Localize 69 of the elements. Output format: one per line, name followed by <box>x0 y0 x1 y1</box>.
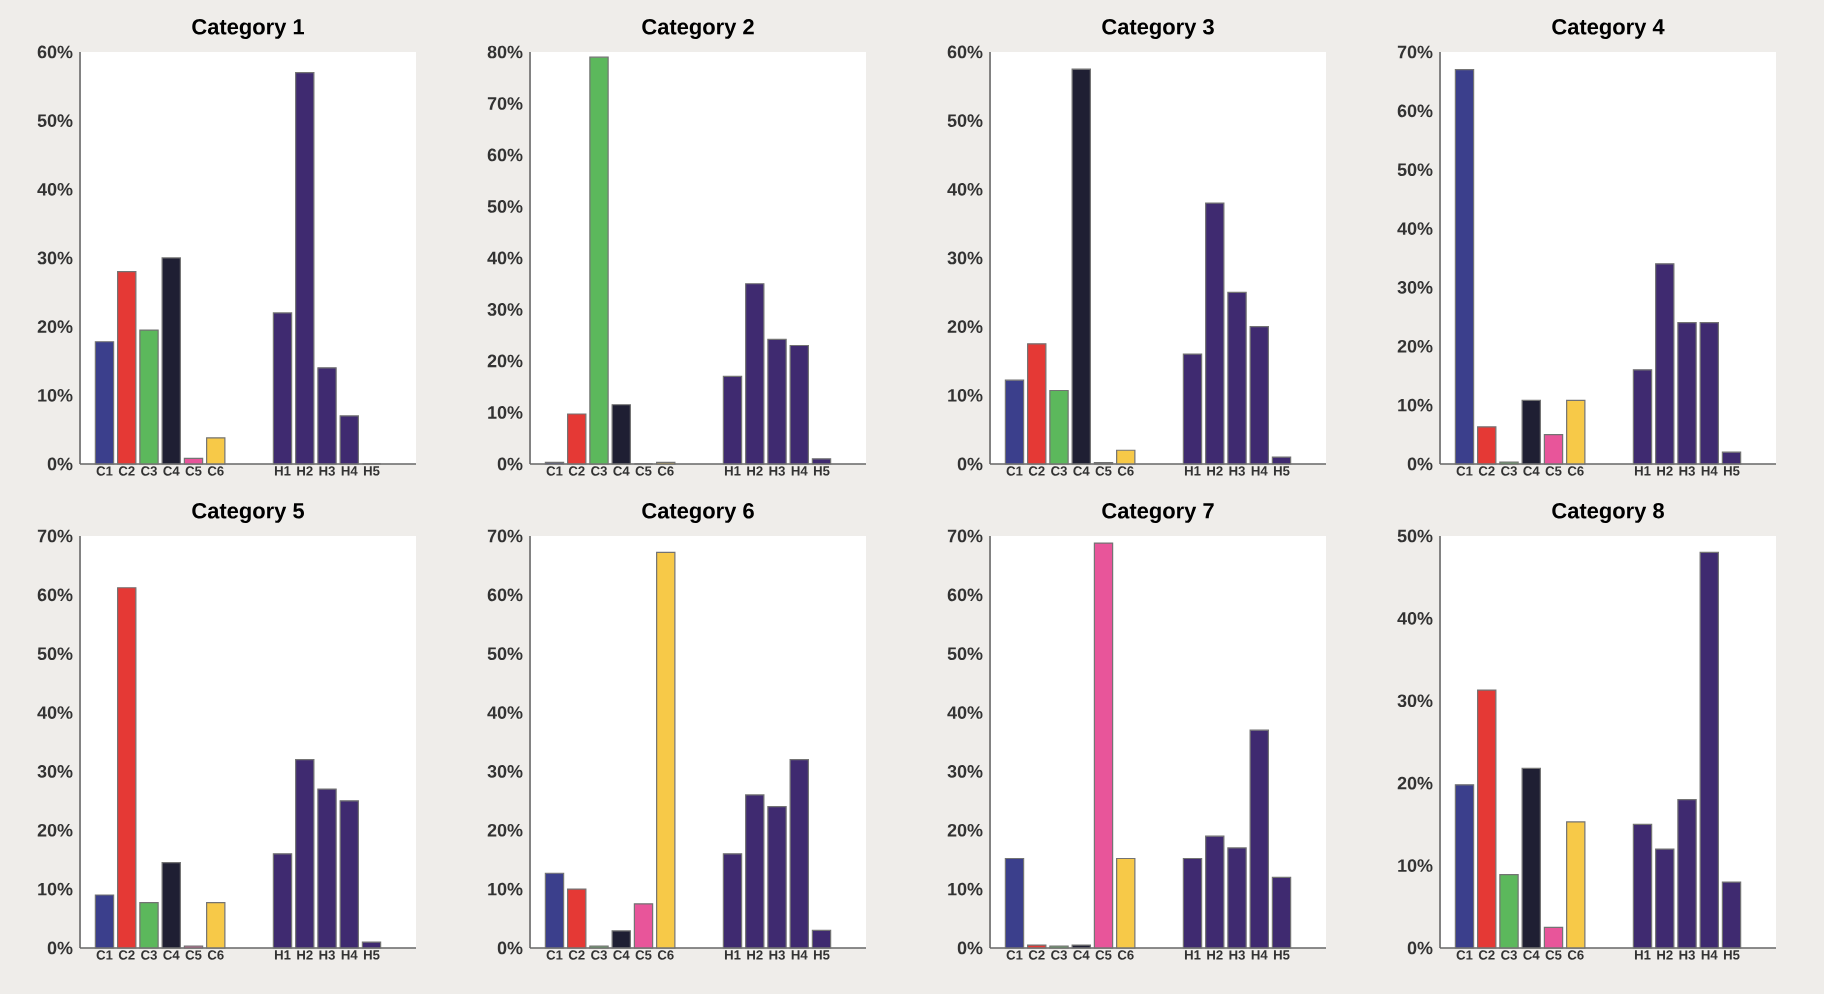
y-tick-label: 30% <box>947 765 983 778</box>
y-tick-label: 40% <box>487 251 523 265</box>
y-tick-label: 40% <box>947 182 983 196</box>
y-tick-label: 60% <box>37 588 73 602</box>
y-tick-label: 70% <box>37 529 73 543</box>
y-tick-label: 10% <box>1398 859 1433 872</box>
y-tick-label: 40% <box>37 182 73 196</box>
chart-title: Category 8 <box>1552 503 1664 523</box>
y-tick-label: 50% <box>1397 163 1433 177</box>
y-tick-label: 70% <box>487 529 523 543</box>
y-tick-label: 20% <box>487 354 523 368</box>
y-tick-label: 0% <box>957 457 983 471</box>
y-tick-label: 20% <box>947 823 983 837</box>
y-tick-label: 30% <box>37 765 73 778</box>
chart-title: Category 2 <box>642 19 754 39</box>
y-tick-label: 30% <box>1397 281 1433 294</box>
y-tick-label: 50% <box>37 114 73 127</box>
y-tick-label: 40% <box>487 706 523 719</box>
y-tick-label: 30% <box>487 303 523 316</box>
chart-title: Category 5 <box>192 503 304 523</box>
y-tick-label: 60% <box>37 45 73 59</box>
y-tick-label: 20% <box>487 823 523 837</box>
y-tick-label: 40% <box>37 706 73 719</box>
y-tick-label: 60% <box>947 588 983 602</box>
y-tick-label: 60% <box>947 45 983 59</box>
y-tick-label: 60% <box>487 148 523 162</box>
y-tick-label: 30% <box>947 251 983 265</box>
y-tick-label: 10% <box>38 882 73 896</box>
y-tick-label: 0% <box>1407 941 1433 955</box>
y-tick-label: 40% <box>947 706 983 719</box>
y-tick-label: 10% <box>948 882 983 896</box>
y-tick-label: 60% <box>487 588 523 602</box>
y-tick-label: 10% <box>1398 398 1433 412</box>
y-tick-label: 0% <box>497 457 523 471</box>
y-tick-label: 70% <box>487 97 523 110</box>
y-tick-label: 0% <box>1407 457 1433 471</box>
y-tick-label: 30% <box>37 251 73 265</box>
y-tick-label: 70% <box>947 529 983 543</box>
y-tick-label: 50% <box>947 114 983 127</box>
y-tick-label: 20% <box>1397 776 1433 790</box>
y-tick-label: 20% <box>1397 339 1433 353</box>
y-tick-label: 60% <box>1397 104 1433 118</box>
chart-title: Category 1 <box>192 19 304 39</box>
y-tick-label: 20% <box>947 320 983 333</box>
y-tick-label: 50% <box>37 647 73 661</box>
y-tick-label: 0% <box>47 457 73 471</box>
y-tick-label: 40% <box>1397 222 1433 235</box>
y-tick-label: 0% <box>497 941 523 955</box>
chart-title: Category 7 <box>1102 503 1214 523</box>
y-tick-label: 30% <box>1397 694 1433 708</box>
y-tick-label: 0% <box>47 941 73 955</box>
y-tick-label: 50% <box>487 647 523 661</box>
chart-title: Category 6 <box>642 503 754 523</box>
y-tick-label: 10% <box>488 882 523 896</box>
y-tick-label: 50% <box>487 200 523 213</box>
y-tick-label: 40% <box>1397 612 1433 625</box>
chart-title: Category 4 <box>1552 19 1665 39</box>
y-tick-label: 70% <box>1397 45 1433 59</box>
y-tick-label: 20% <box>37 320 73 333</box>
y-tick-label: 30% <box>487 765 523 778</box>
y-tick-label: 0% <box>957 941 983 955</box>
y-tick-label: 10% <box>948 388 983 402</box>
chart-title: Category 3 <box>1102 19 1214 39</box>
y-tick-label: 50% <box>947 647 983 661</box>
y-tick-label: 10% <box>488 406 523 419</box>
y-tick-label: 20% <box>37 823 73 837</box>
y-tick-label: 50% <box>1397 529 1433 543</box>
y-tick-label: 80% <box>487 45 523 59</box>
y-tick-label: 10% <box>38 388 73 402</box>
